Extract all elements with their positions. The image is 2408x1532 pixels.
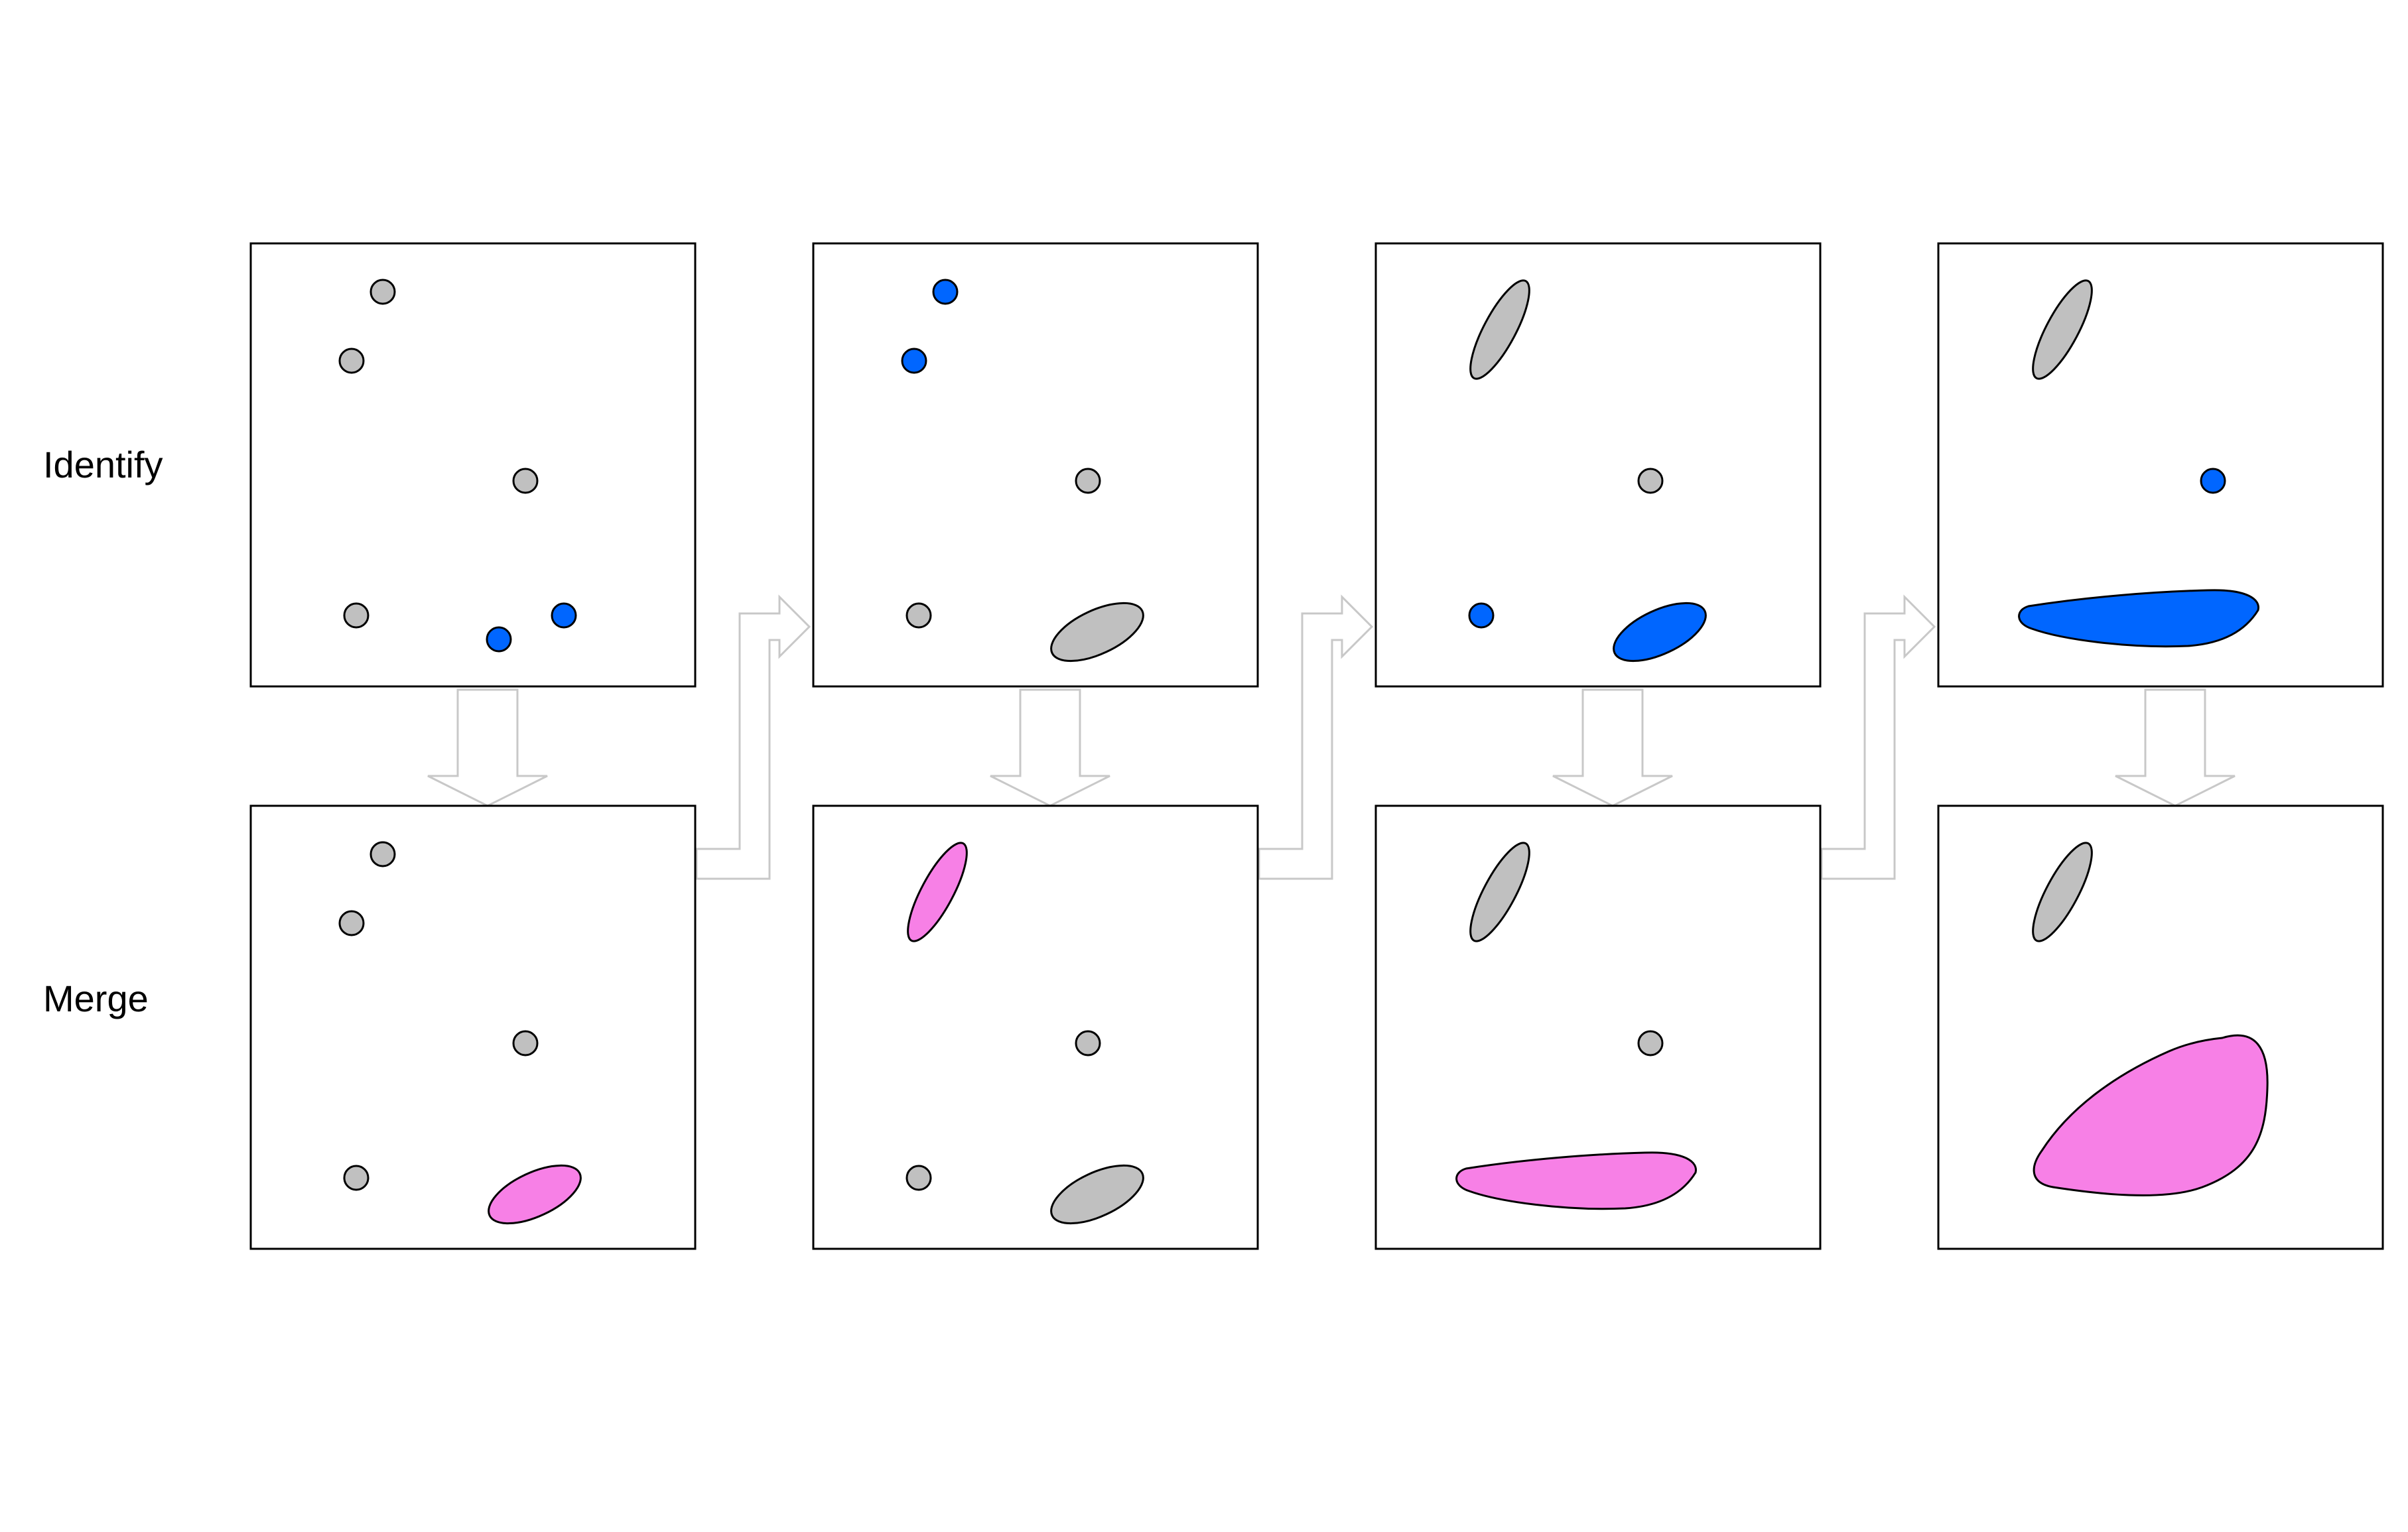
cluster-point bbox=[343, 602, 369, 629]
down-arrow-step-4 bbox=[2115, 688, 2236, 807]
cluster-merged bbox=[907, 842, 968, 942]
cluster-point bbox=[338, 910, 365, 936]
cluster-point bbox=[343, 1165, 369, 1191]
cluster-point bbox=[1637, 1030, 1664, 1056]
down-arrow-step-3 bbox=[1552, 688, 1673, 807]
panel-merge-2 bbox=[812, 804, 1259, 1250]
cluster-point bbox=[551, 602, 577, 629]
bent-arrow-step-3-to-4 bbox=[1820, 594, 1936, 880]
cluster-merged bbox=[2033, 1034, 2269, 1196]
cluster-point bbox=[369, 279, 396, 305]
cluster-merged bbox=[1613, 602, 1707, 663]
panel-identify-3 bbox=[1374, 242, 1822, 688]
bent-arrow-step-1-to-2 bbox=[695, 594, 811, 880]
cluster-point bbox=[932, 279, 959, 305]
cluster-merged bbox=[1469, 279, 1530, 380]
cluster-point bbox=[905, 1165, 932, 1191]
cluster-merged bbox=[488, 1164, 582, 1225]
cluster-point bbox=[512, 468, 539, 494]
down-arrow-step-2 bbox=[990, 688, 1110, 807]
cluster-point bbox=[1075, 468, 1101, 494]
cluster-merged bbox=[1050, 1164, 1144, 1225]
cluster-point bbox=[486, 626, 512, 653]
cluster-point bbox=[1468, 602, 1495, 629]
cluster-merged bbox=[1050, 602, 1144, 663]
down-arrow-step-1 bbox=[427, 688, 548, 807]
cluster-point bbox=[512, 1030, 539, 1056]
clusters bbox=[338, 279, 2269, 1225]
panel-identify-1 bbox=[249, 242, 697, 688]
cluster-merged bbox=[2018, 589, 2259, 648]
cluster-merged bbox=[2032, 279, 2093, 380]
bent-arrow-step-2-to-3 bbox=[1258, 594, 1374, 880]
cluster-merged bbox=[1455, 1151, 1697, 1210]
cluster-point bbox=[905, 602, 932, 629]
panel-merge-1 bbox=[249, 804, 697, 1250]
arrows bbox=[427, 594, 2236, 880]
cluster-point bbox=[338, 348, 365, 374]
cluster-point bbox=[2200, 468, 2226, 494]
row-label-merge: Merge bbox=[43, 978, 149, 1019]
cluster-merged bbox=[1469, 842, 1530, 942]
cluster-merged bbox=[2032, 842, 2093, 942]
cluster-point bbox=[1075, 1030, 1101, 1056]
cluster-point bbox=[901, 348, 927, 374]
cluster-point bbox=[369, 841, 396, 867]
panel-identify-2 bbox=[812, 242, 1259, 688]
row-label-identify: Identify bbox=[43, 444, 163, 485]
cluster-point bbox=[1637, 468, 1664, 494]
